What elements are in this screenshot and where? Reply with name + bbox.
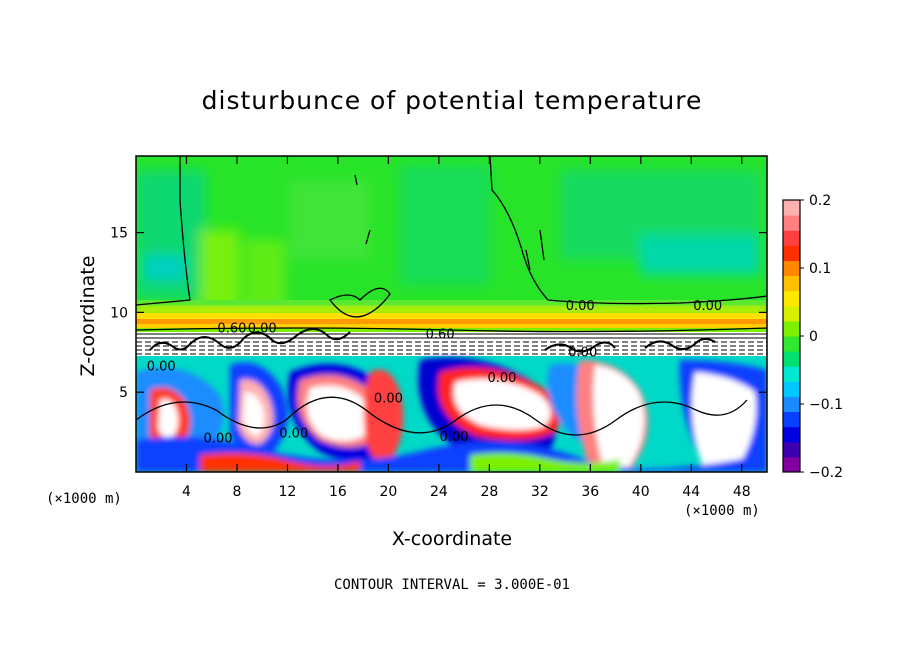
y-tick-label: 15 [110, 226, 128, 242]
colorbar-tick-label: 0.2 [809, 193, 831, 209]
band-2 [136, 306, 767, 314]
contour-label: 0.00 [488, 371, 517, 386]
colorbar-swatch [783, 426, 800, 443]
contour-lines [136, 156, 767, 436]
colorbar-swatch [783, 396, 800, 413]
colorbar-swatch [783, 381, 800, 397]
x-tick-label: 40 [632, 484, 650, 500]
x-tick-label: 24 [430, 484, 448, 500]
heatmap-field [136, 156, 767, 472]
contour-label: 0.00 [279, 427, 308, 442]
x-tick-label: 48 [733, 484, 751, 500]
colorbar-swatch [783, 230, 800, 246]
x-tick-label: 36 [581, 484, 599, 500]
colorbar-swatch [783, 305, 800, 322]
contour-label: 0.00 [147, 360, 176, 375]
band-1 [136, 300, 767, 308]
plot-frame [135, 155, 768, 473]
band-4 [136, 319, 767, 324]
colorbar: 0.2 0.1 0 −0.1 −0.2 [782, 193, 843, 481]
x-tick-label: 20 [379, 484, 397, 500]
x-tick-label: 32 [531, 484, 549, 500]
contour-label: 0.00 [568, 345, 597, 360]
colorbar-tick-label: 0 [809, 329, 818, 345]
colorbar-tick-label: 0.1 [809, 261, 831, 277]
colorbar-swatch [783, 366, 800, 382]
colorbar-swatch [783, 456, 800, 473]
y-axis-ticks: 5 10 15 [110, 226, 767, 401]
chart-title: disturbunce of potential temperature [201, 86, 703, 115]
contour-label: 0.00 [248, 321, 277, 336]
contour-label: 0.60 [426, 328, 455, 343]
band-5 [136, 324, 767, 328]
y-tick-label: 5 [119, 385, 128, 401]
colorbar-swatch [783, 441, 800, 458]
contour-label: 0.60 [217, 321, 246, 336]
colorbar-swatch [783, 260, 800, 277]
colorbar-swatch [783, 275, 800, 292]
x-tick-label: 16 [329, 484, 347, 500]
colorbar-swatch [783, 215, 800, 231]
upper-layer-variations [136, 165, 760, 310]
colorbar-swatch [783, 245, 800, 261]
contour-label: 0.00 [374, 392, 403, 407]
band-3 [136, 313, 767, 319]
x-tick-label: 8 [232, 484, 241, 500]
x-tick-label: 28 [480, 484, 498, 500]
colorbar-swatch [783, 320, 800, 337]
contour-interval-note: CONTOUR INTERVAL = 3.000E-01 [333, 577, 570, 593]
dense-contour-lines [136, 328, 767, 355]
x-tick-label: 4 [182, 484, 191, 500]
x-tick-label: 44 [682, 484, 700, 500]
contour-label: 0.00 [204, 431, 233, 446]
contour-label: 0.00 [566, 299, 595, 314]
contour-labels: 0.000.60 0.00 0.600.00 0.000.000.000.000.00… [147, 299, 722, 446]
x-axis-ticks: 4 8 12 16 20 24 28 32 36 40 44 48 [182, 156, 751, 500]
x-axis-label: X-coordinate [391, 528, 513, 550]
dense-contour-zone [136, 332, 767, 356]
contour-label: 0.00 [693, 299, 722, 314]
x-unit-label-left: (×1000 m) [46, 491, 122, 507]
colorbar-swatch [783, 336, 800, 352]
colorbar-swatch [783, 411, 800, 428]
colorbar-swatch [783, 200, 800, 216]
lower-layer-eddies [136, 357, 767, 472]
colorbar-tick-label: −0.1 [809, 397, 843, 413]
colorbar-swatch [783, 290, 800, 307]
x-tick-label: 12 [279, 484, 297, 500]
colorbar-swatch [783, 351, 800, 367]
x-unit-label-right: (×1000 m) [684, 503, 760, 519]
y-tick-label: 10 [110, 305, 128, 321]
colorbar-tick-label: −0.2 [809, 465, 843, 481]
contour-label: 0.00 [440, 430, 469, 445]
